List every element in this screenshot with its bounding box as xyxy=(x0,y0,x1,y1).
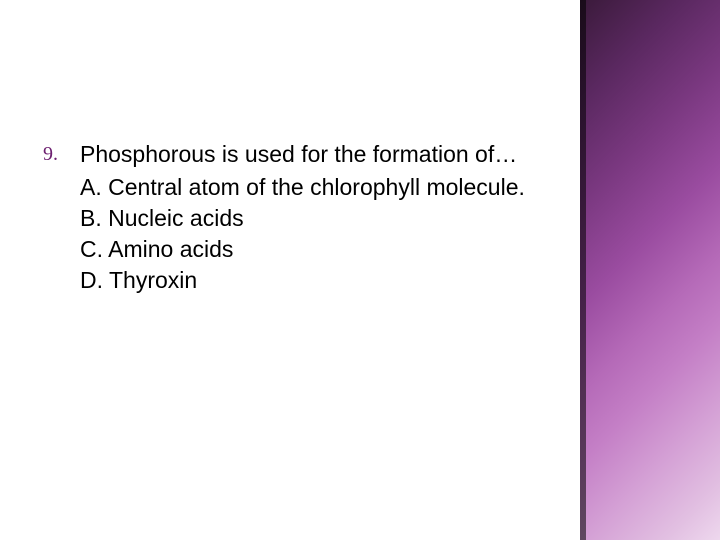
option-b: B. Nucleic acids xyxy=(80,203,550,234)
question-text-block: Phosphorous is used for the formation of… xyxy=(80,140,550,296)
question-number: 9. xyxy=(40,143,58,166)
question-text: Phosphorous is used for the formation of… xyxy=(80,140,550,170)
slide: 9. Phosphorous is used for the formation… xyxy=(0,0,720,540)
option-c: C. Amino acids xyxy=(80,234,550,265)
option-a: A. Central atom of the chlorophyll molec… xyxy=(80,172,550,203)
option-d: D. Thyroxin xyxy=(80,265,550,296)
content-area: 9. Phosphorous is used for the formation… xyxy=(0,0,580,540)
question-block: 9. Phosphorous is used for the formation… xyxy=(40,140,550,296)
decorative-sidebar xyxy=(580,0,720,540)
